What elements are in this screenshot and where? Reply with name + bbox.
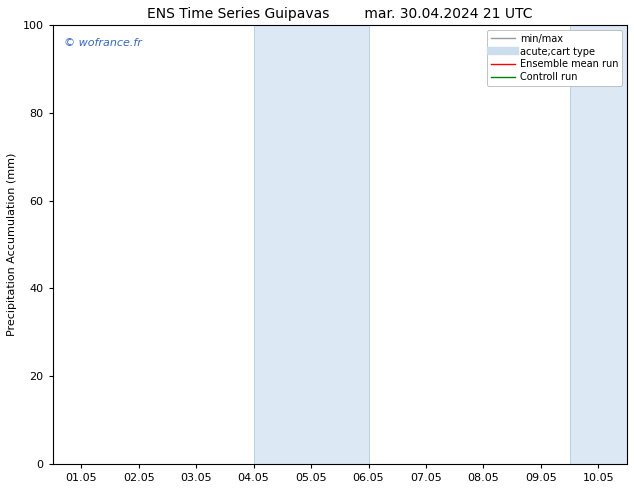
Title: ENS Time Series Guipavas        mar. 30.04.2024 21 UTC: ENS Time Series Guipavas mar. 30.04.2024… [147,7,533,21]
Bar [569,25,627,464]
Y-axis label: Precipitation Accumulation (mm): Precipitation Accumulation (mm) [7,153,17,336]
Legend: min/max, acute;cart type, Ensemble mean run, Controll run: min/max, acute;cart type, Ensemble mean … [487,30,622,86]
Bar [254,25,368,464]
Text: © wofrance.fr: © wofrance.fr [64,38,142,48]
